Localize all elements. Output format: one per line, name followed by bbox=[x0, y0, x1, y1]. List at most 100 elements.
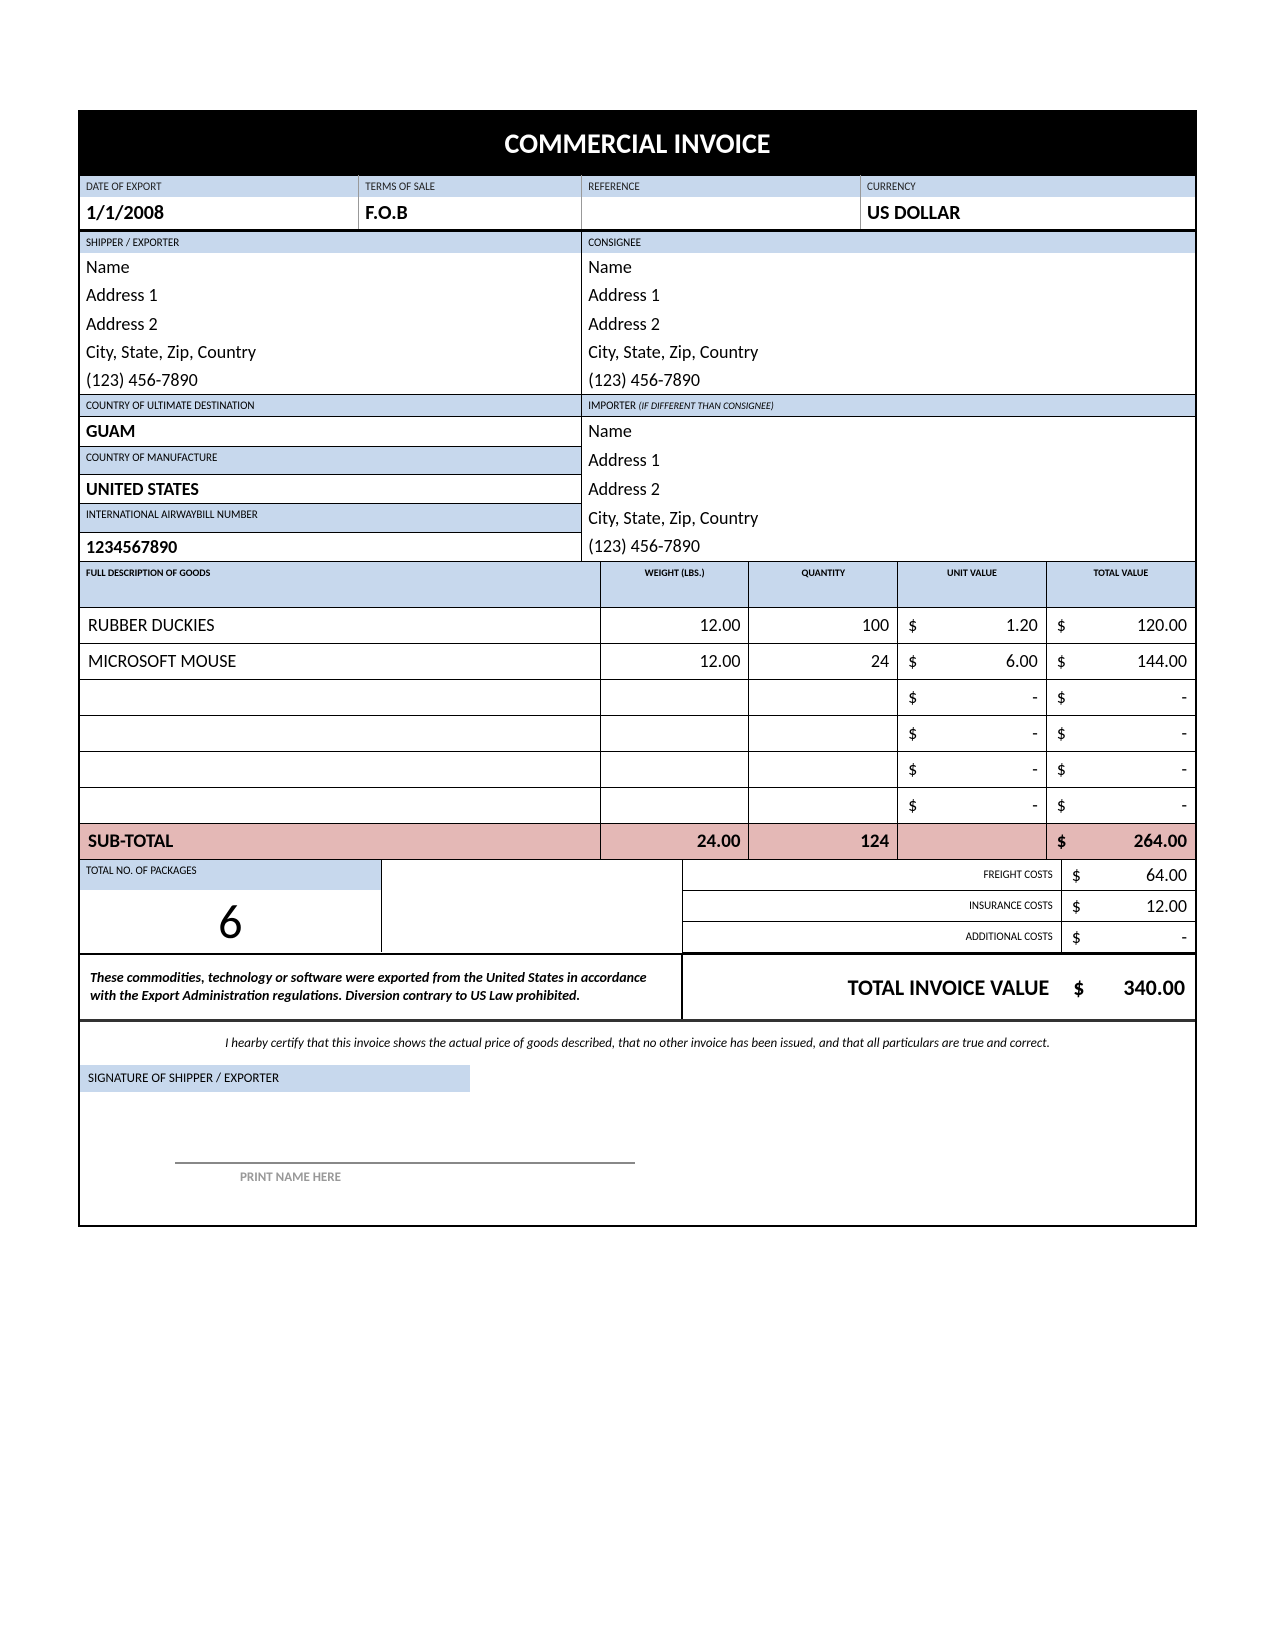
goods-table: FULL DESCRIPTION OF GOODS WEIGHT (LBS.) … bbox=[80, 561, 1195, 860]
goods-desc: RUBBER DUCKIES bbox=[80, 607, 600, 643]
total-invoice-label: TOTAL INVOICE VALUE bbox=[682, 954, 1061, 1019]
signature-area bbox=[80, 1092, 1195, 1162]
signature-label: SIGNATURE OF SHIPPER / EXPORTER bbox=[80, 1065, 470, 1092]
reference-value bbox=[582, 197, 861, 230]
subtotal-weight: 24.00 bbox=[600, 823, 749, 859]
freight-label: FREIGHT COSTS bbox=[682, 860, 1061, 891]
shipper-address2: Address 2 bbox=[80, 310, 582, 338]
certification-text: I hearby certify that this invoice shows… bbox=[80, 1019, 1195, 1065]
goods-row: $-$- bbox=[80, 787, 1195, 823]
awb-label: INTERNATIONAL AIRWAYBILL NUMBER bbox=[80, 504, 582, 532]
packages-spacer bbox=[381, 860, 682, 953]
packages-value: 6 bbox=[80, 890, 381, 952]
page: COMMERCIAL INVOICE DATE OF EXPORT TERMS … bbox=[0, 0, 1275, 1227]
consignee-address1: Address 1 bbox=[582, 281, 1195, 309]
manufacture-value: UNITED STATES bbox=[80, 475, 582, 504]
goods-desc bbox=[80, 715, 600, 751]
goods-weight bbox=[600, 751, 749, 787]
consignee-phone: (123) 456-7890 bbox=[582, 366, 1195, 395]
consignee-address2: Address 2 bbox=[582, 310, 1195, 338]
export-disclaimer: These commodities, technology or softwar… bbox=[80, 954, 682, 1019]
goods-total-value: $- bbox=[1046, 787, 1195, 823]
goods-weight: 12.00 bbox=[600, 643, 749, 679]
goods-qty: 100 bbox=[749, 607, 898, 643]
invoice-title: COMMERCIAL INVOICE bbox=[80, 112, 1195, 175]
importer-address2: Address 2 bbox=[582, 475, 1195, 504]
currency-label: CURRENCY bbox=[861, 176, 1196, 198]
shipper-label: SHIPPER / EXPORTER bbox=[80, 232, 582, 254]
goods-unit-value: $- bbox=[898, 787, 1047, 823]
subtotal-row: SUB-TOTAL 24.00 124 $264.00 bbox=[80, 823, 1195, 859]
goods-unit-value: $- bbox=[898, 751, 1047, 787]
goods-row: $-$- bbox=[80, 751, 1195, 787]
terms-of-sale-value: F.O.B bbox=[359, 197, 582, 230]
goods-total-value: $144.00 bbox=[1046, 643, 1195, 679]
goods-weight bbox=[600, 679, 749, 715]
shipper-address1: Address 1 bbox=[80, 281, 582, 309]
destination-label: COUNTRY OF ULTIMATE DESTINATION bbox=[80, 395, 582, 417]
goods-desc bbox=[80, 751, 600, 787]
col-total-value: TOTAL VALUE bbox=[1046, 561, 1195, 607]
signature-block: SIGNATURE OF SHIPPER / EXPORTER PRINT NA… bbox=[80, 1065, 1195, 1225]
packages-and-costs: TOTAL NO. OF PACKAGES FREIGHT COSTS $64.… bbox=[80, 860, 1195, 953]
goods-total-value: $- bbox=[1046, 751, 1195, 787]
consignee-cityline: City, State, Zip, Country bbox=[582, 338, 1195, 366]
goods-qty bbox=[749, 715, 898, 751]
freight-value: $64.00 bbox=[1061, 860, 1195, 891]
header-fields: DATE OF EXPORT TERMS OF SALE REFERENCE C… bbox=[80, 175, 1195, 231]
subtotal-quantity: 124 bbox=[749, 823, 898, 859]
total-block: These commodities, technology or softwar… bbox=[80, 953, 1195, 1019]
goods-desc bbox=[80, 787, 600, 823]
importer-label: IMPORTER (IF DIFFERENT THAN CONSIGNEE) bbox=[582, 395, 1195, 417]
currency-value: US DOLLAR bbox=[861, 197, 1196, 230]
goods-total-value: $- bbox=[1046, 679, 1195, 715]
goods-header-row: FULL DESCRIPTION OF GOODS WEIGHT (LBS.) … bbox=[80, 561, 1195, 607]
subtotal-unit-blank bbox=[898, 823, 1047, 859]
goods-row: RUBBER DUCKIES12.00100$1.20$120.00 bbox=[80, 607, 1195, 643]
consignee-label: CONSIGNEE bbox=[582, 232, 1195, 254]
shipper-phone: (123) 456-7890 bbox=[80, 366, 582, 395]
shipper-cityline: City, State, Zip, Country bbox=[80, 338, 582, 366]
importer-address1: Address 1 bbox=[582, 446, 1195, 474]
goods-qty bbox=[749, 751, 898, 787]
destination-value: GUAM bbox=[80, 417, 582, 446]
col-quantity: QUANTITY bbox=[749, 561, 898, 607]
insurance-value: $12.00 bbox=[1061, 890, 1195, 921]
importer-label-text: IMPORTER bbox=[588, 399, 636, 412]
goods-desc bbox=[80, 679, 600, 715]
importer-name: Name bbox=[582, 417, 1195, 446]
date-of-export-value: 1/1/2008 bbox=[80, 197, 359, 230]
col-description: FULL DESCRIPTION OF GOODS bbox=[80, 561, 600, 607]
goods-unit-value: $- bbox=[898, 715, 1047, 751]
reference-label: REFERENCE bbox=[582, 176, 861, 198]
consignee-name: Name bbox=[582, 253, 1195, 281]
importer-phone: (123) 456-7890 bbox=[582, 532, 1195, 561]
goods-weight: 12.00 bbox=[600, 607, 749, 643]
terms-of-sale-label: TERMS OF SALE bbox=[359, 176, 582, 198]
goods-desc: MICROSOFT MOUSE bbox=[80, 643, 600, 679]
invoice-container: COMMERCIAL INVOICE DATE OF EXPORT TERMS … bbox=[78, 110, 1197, 1227]
packages-label: TOTAL NO. OF PACKAGES bbox=[80, 860, 381, 891]
shipper-name: Name bbox=[80, 253, 582, 281]
col-unit-value: UNIT VALUE bbox=[898, 561, 1047, 607]
date-of-export-label: DATE OF EXPORT bbox=[80, 176, 359, 198]
awb-value: 1234567890 bbox=[80, 532, 582, 561]
goods-unit-value: $1.20 bbox=[898, 607, 1047, 643]
goods-unit-value: $- bbox=[898, 679, 1047, 715]
manufacture-label: COUNTRY OF MANUFACTURE bbox=[80, 446, 582, 474]
goods-row: $-$- bbox=[80, 679, 1195, 715]
print-name-hint: PRINT NAME HERE bbox=[80, 1164, 1195, 1225]
insurance-label: INSURANCE COSTS bbox=[682, 890, 1061, 921]
goods-weight bbox=[600, 715, 749, 751]
goods-qty: 24 bbox=[749, 643, 898, 679]
subtotal-label: SUB-TOTAL bbox=[80, 823, 600, 859]
importer-label-note: (IF DIFFERENT THAN CONSIGNEE) bbox=[638, 399, 773, 412]
subtotal-total: $264.00 bbox=[1046, 823, 1195, 859]
goods-total-value: $- bbox=[1046, 715, 1195, 751]
goods-qty bbox=[749, 679, 898, 715]
total-invoice-value: $340.00 bbox=[1061, 954, 1195, 1019]
goods-row: MICROSOFT MOUSE12.0024$6.00$144.00 bbox=[80, 643, 1195, 679]
importer-cityline: City, State, Zip, Country bbox=[582, 504, 1195, 532]
additional-value: $- bbox=[1061, 921, 1195, 952]
parties-block: SHIPPER / EXPORTER CONSIGNEE Name Name A… bbox=[80, 231, 1195, 561]
